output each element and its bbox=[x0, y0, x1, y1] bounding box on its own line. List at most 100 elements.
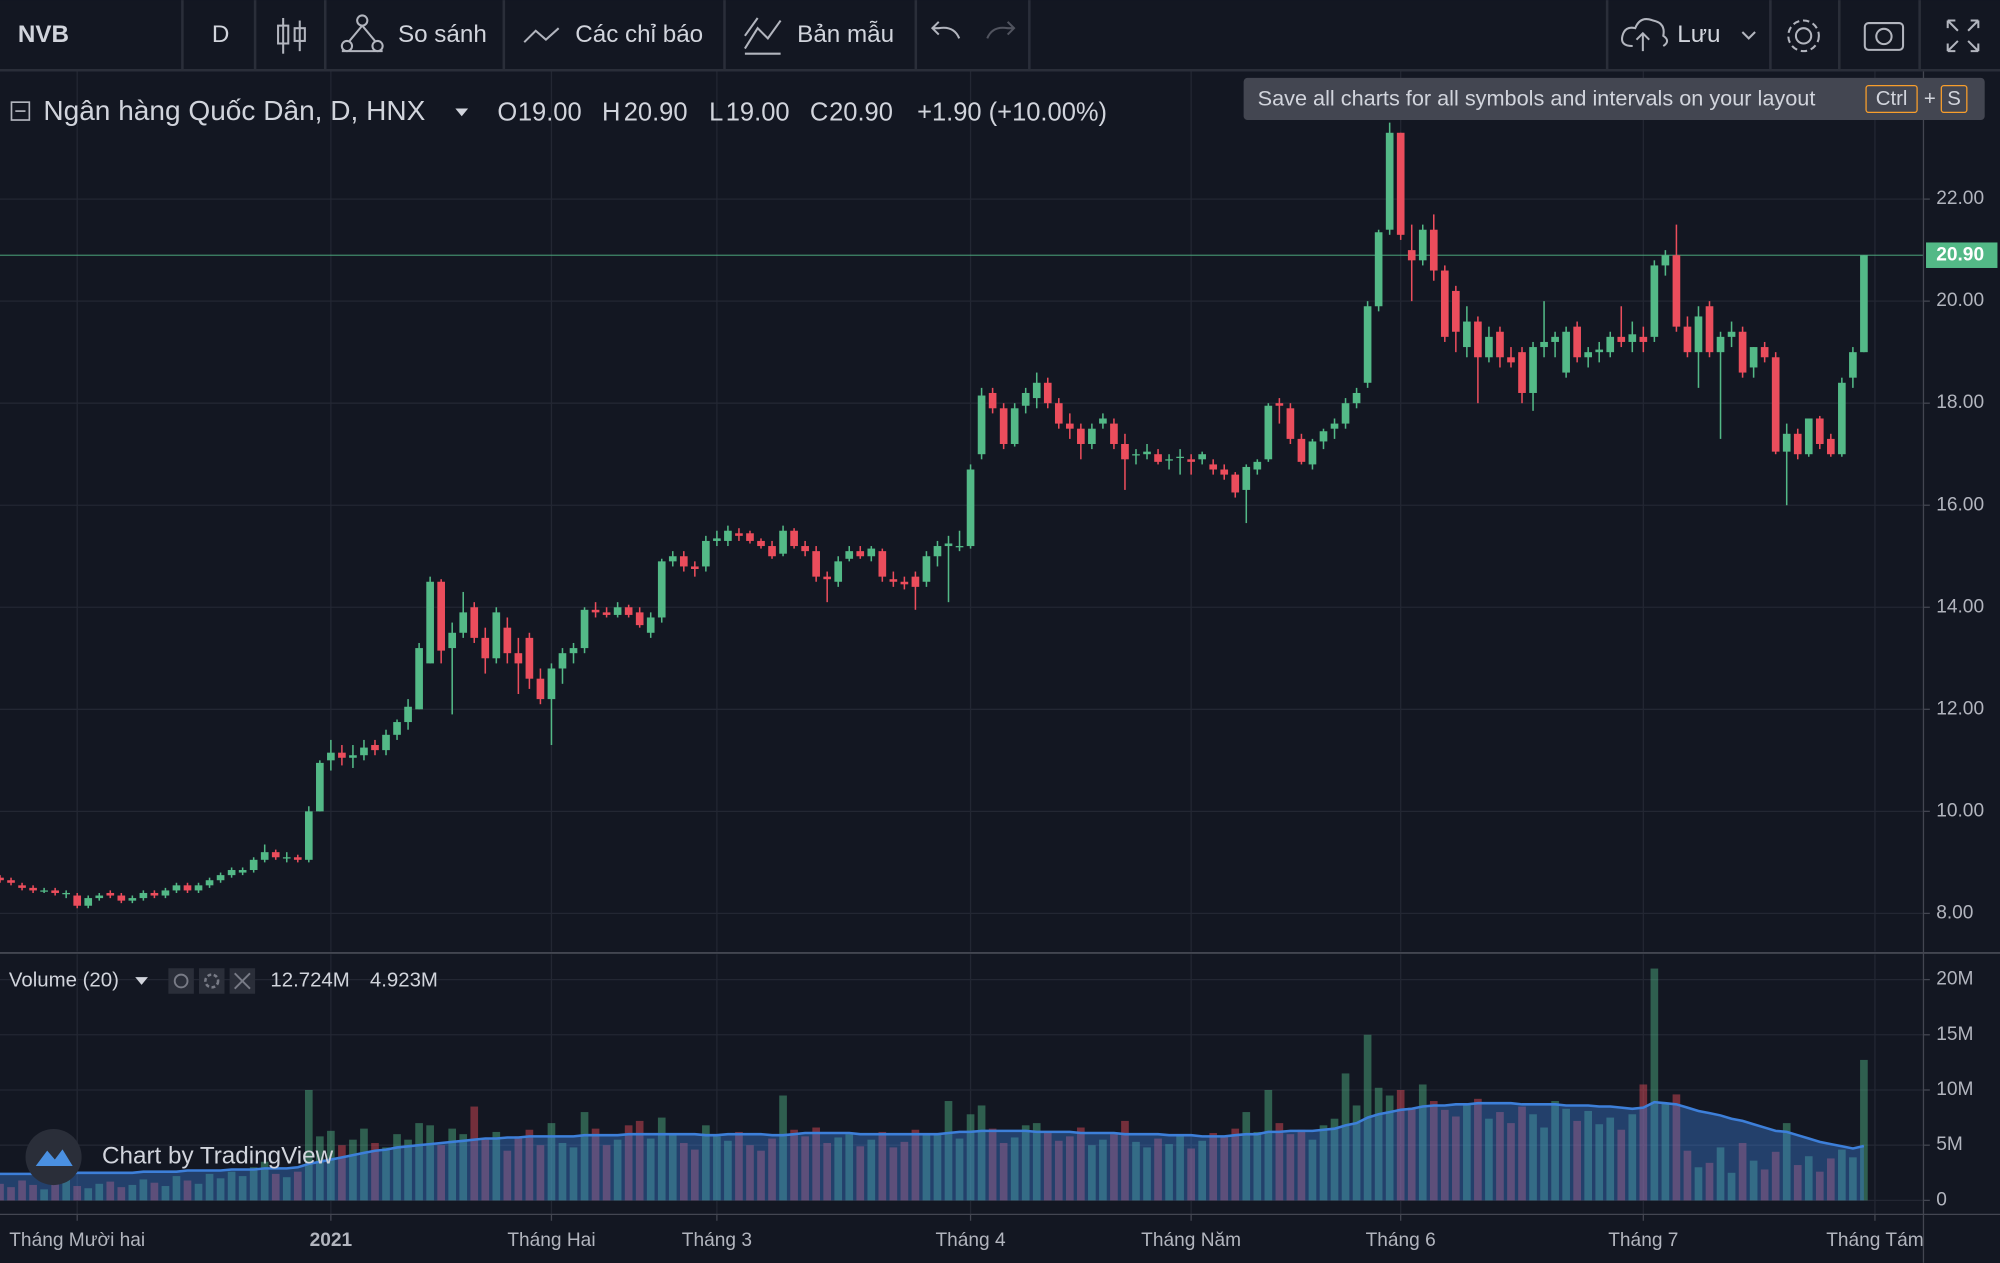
candle-body bbox=[933, 546, 942, 557]
candle-body bbox=[1815, 418, 1824, 444]
volume-bar bbox=[812, 1127, 820, 1201]
volume-bar bbox=[713, 1136, 721, 1201]
volume-bar bbox=[216, 1178, 225, 1201]
ma-line bbox=[0, 1100, 1865, 1176]
volume-bar bbox=[238, 1176, 247, 1201]
candle-body bbox=[911, 576, 920, 587]
volume-bar bbox=[1749, 1160, 1758, 1201]
candle-body bbox=[426, 581, 434, 664]
legend-symbol[interactable]: Ngân hàng Quốc Dân, D, HNX bbox=[43, 95, 425, 126]
candle-body bbox=[1694, 316, 1703, 353]
candle-body bbox=[1275, 403, 1284, 406]
volume-bar bbox=[944, 1101, 953, 1201]
volume-bar bbox=[1804, 1156, 1813, 1201]
legend-value: 19.00 bbox=[726, 98, 790, 126]
fullscreen-icon[interactable] bbox=[1946, 19, 1980, 53]
volume-bar bbox=[569, 1147, 578, 1201]
candle-body bbox=[602, 612, 611, 615]
candle-body bbox=[459, 612, 468, 633]
volume-bar bbox=[1297, 1129, 1306, 1201]
symbol[interactable]: NVB bbox=[18, 21, 69, 48]
volume-bar bbox=[768, 1138, 776, 1201]
legend: Ngân hàng Quốc Dân, D, HNX O 19.00 H 20.90 L… bbox=[10, 95, 1107, 126]
legend-key: O bbox=[497, 98, 517, 126]
volume-bar bbox=[1286, 1134, 1295, 1201]
volume-caret[interactable] bbox=[135, 977, 148, 985]
indicators[interactable]: Các chỉ báo bbox=[575, 21, 703, 48]
candle-body bbox=[1771, 357, 1780, 452]
candle-body bbox=[1198, 454, 1206, 460]
volume-bar bbox=[834, 1137, 843, 1201]
volume-bar bbox=[1496, 1112, 1504, 1201]
candle-body bbox=[1110, 423, 1118, 444]
candle-body bbox=[1065, 423, 1074, 429]
volume-bar bbox=[878, 1131, 887, 1201]
settings-icon[interactable] bbox=[1787, 19, 1820, 53]
key-plus: + bbox=[1924, 88, 1936, 110]
volume-name[interactable]: Volume (20) bbox=[9, 969, 119, 991]
candle-body bbox=[1716, 336, 1725, 353]
volume-bar bbox=[227, 1171, 236, 1201]
save[interactable]: Lưu bbox=[1677, 21, 1720, 48]
volume-pane bbox=[0, 968, 1868, 1201]
indicators-icon[interactable] bbox=[523, 27, 560, 43]
candle-body bbox=[448, 632, 457, 649]
candle-body bbox=[338, 752, 346, 758]
volume-bar bbox=[1738, 1142, 1747, 1201]
candle-body bbox=[1838, 382, 1846, 455]
candle-body bbox=[117, 895, 126, 901]
candle-body bbox=[1385, 132, 1394, 230]
interval[interactable]: D bbox=[212, 21, 230, 48]
y-tick-label: 14.00 bbox=[1936, 596, 1984, 617]
volume-bar bbox=[1165, 1144, 1173, 1201]
candle-body bbox=[73, 895, 82, 906]
watermark-text[interactable]: Chart by TradingView bbox=[102, 1142, 334, 1169]
candle-body bbox=[591, 609, 600, 613]
volume-bar bbox=[360, 1128, 368, 1201]
redo[interactable] bbox=[986, 21, 1016, 39]
save-icon[interactable] bbox=[1621, 18, 1669, 52]
volume-bar bbox=[150, 1182, 159, 1201]
save-menu[interactable] bbox=[1741, 31, 1756, 40]
tooltip-text: Save all charts for all symbols and inte… bbox=[1258, 85, 1816, 110]
volume-bar bbox=[1628, 1114, 1637, 1201]
candle-body bbox=[1319, 431, 1328, 442]
price-pane bbox=[0, 122, 1924, 909]
volume-bar bbox=[161, 1186, 170, 1201]
x-tick-label: Tháng Năm bbox=[1141, 1230, 1241, 1251]
candle-body bbox=[415, 648, 423, 710]
volume-bar bbox=[1154, 1138, 1162, 1201]
candle-body bbox=[1639, 336, 1648, 342]
templates[interactable]: Bản mẫu bbox=[797, 21, 894, 48]
undo[interactable] bbox=[930, 21, 961, 39]
candle-body bbox=[360, 747, 368, 756]
candle-body bbox=[1683, 326, 1692, 353]
volume-bar bbox=[691, 1149, 699, 1201]
volume-bar bbox=[1617, 1129, 1626, 1201]
candle-body bbox=[1727, 331, 1736, 337]
candle-icon[interactable] bbox=[277, 17, 306, 54]
volume-bar bbox=[1143, 1147, 1151, 1201]
key-box bbox=[1940, 84, 1968, 114]
screenshot-icon[interactable] bbox=[1863, 22, 1905, 51]
compare[interactable]: So sánh bbox=[398, 21, 487, 48]
volume-bar bbox=[1132, 1141, 1140, 1201]
volume-bar bbox=[1650, 968, 1659, 1201]
collapse-icon[interactable] bbox=[10, 101, 31, 121]
eye-icon[interactable] bbox=[168, 968, 194, 994]
volume-bar bbox=[922, 1135, 931, 1201]
volume-bar bbox=[999, 1142, 1008, 1201]
compare-icon[interactable] bbox=[340, 14, 384, 53]
candle-body bbox=[404, 706, 412, 723]
volume-bar bbox=[856, 1146, 865, 1201]
settings-small[interactable] bbox=[198, 968, 225, 994]
candle-body bbox=[514, 653, 523, 664]
legend-caret[interactable] bbox=[455, 108, 469, 117]
volume-bar bbox=[657, 1117, 666, 1201]
volume-bar bbox=[51, 1182, 59, 1201]
candle-body bbox=[691, 566, 699, 569]
candle-body bbox=[1540, 341, 1548, 348]
templates-icon[interactable] bbox=[744, 17, 782, 55]
close-icon bbox=[234, 972, 251, 990]
